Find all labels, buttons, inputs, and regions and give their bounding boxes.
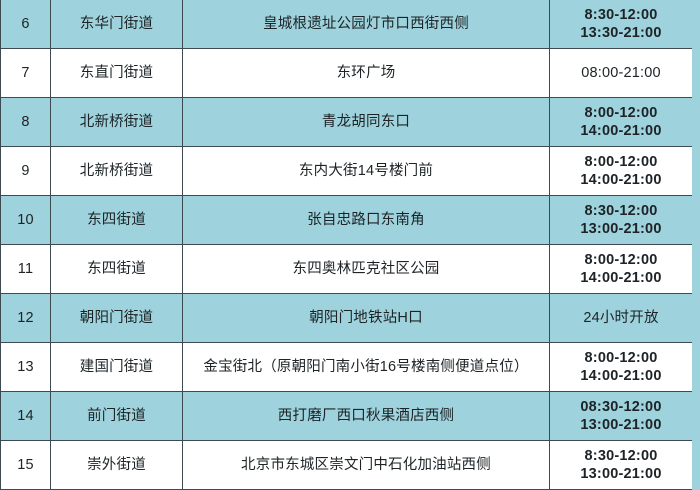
page-right-edge-strip bbox=[692, 0, 700, 490]
row-hours-cell: 8:00-12:00 14:00-21:00 bbox=[549, 146, 693, 196]
row-address-cell: 皇城根遗址公园灯市口西街西侧 bbox=[182, 0, 550, 49]
table-row: 14 前门街道 西打磨厂西口秋果酒店西侧 08:30-12:00 13:00-21:0… bbox=[0, 391, 693, 441]
row-hours-cell: 08:30-12:00 13:00-21:00 bbox=[549, 391, 693, 441]
table-row: 8 北新桥街道 青龙胡同东口 8:00-12:00 14:00-21:00 bbox=[0, 97, 693, 147]
table-row: 9 北新桥街道 东内大街14号楼门前 8:00-12:00 14:00-21:00 bbox=[0, 146, 693, 196]
row-hours-cell: 8:00-12:00 14:00-21:00 bbox=[549, 244, 693, 294]
table-row: 6 东华门街道 皇城根遗址公园灯市口西街西侧 8:30-12:00 13:30-21:… bbox=[0, 0, 693, 49]
row-hours-cell: 8:30-12:00 13:00-21:00 bbox=[549, 440, 693, 490]
row-index-cell: 13 bbox=[0, 342, 51, 392]
table-row: 7 东直门街道 东环广场 08:00-21:00 bbox=[0, 48, 693, 98]
row-index-cell: 10 bbox=[0, 195, 51, 245]
row-street-cell: 前门街道 bbox=[50, 391, 183, 441]
table-row: 13 建国门街道 金宝街北（原朝阳门南小街16号楼南侧便道点位） 8:00-12:00… bbox=[0, 342, 693, 392]
row-index-cell: 9 bbox=[0, 146, 51, 196]
row-index-cell: 7 bbox=[0, 48, 51, 98]
row-index-cell: 6 bbox=[0, 0, 51, 49]
row-index-cell: 11 bbox=[0, 244, 51, 294]
row-hours-cell: 8:00-12:00 14:00-21:00 bbox=[549, 342, 693, 392]
row-street-cell: 东四街道 bbox=[50, 244, 183, 294]
row-address-cell: 朝阳门地铁站H口 bbox=[182, 293, 550, 343]
row-index-cell: 15 bbox=[0, 440, 51, 490]
row-street-cell: 东直门街道 bbox=[50, 48, 183, 98]
row-hours-cell: 8:30-12:00 13:00-21:00 bbox=[549, 195, 693, 245]
row-index-cell: 8 bbox=[0, 97, 51, 147]
row-street-cell: 崇外街道 bbox=[50, 440, 183, 490]
table-row: 12 朝阳门街道 朝阳门地铁站H口 24小时开放 bbox=[0, 293, 693, 343]
row-address-cell: 青龙胡同东口 bbox=[182, 97, 550, 147]
row-street-cell: 建国门街道 bbox=[50, 342, 183, 392]
row-hours-cell: 8:30-12:00 13:30-21:00 bbox=[549, 0, 693, 49]
table-row: 10 东四街道 张自忠路口东南角 8:30-12:00 13:00-21:00 bbox=[0, 195, 693, 245]
row-hours-cell: 24小时开放 bbox=[549, 293, 693, 343]
row-address-cell: 金宝街北（原朝阳门南小街16号楼南侧便道点位） bbox=[182, 342, 550, 392]
row-address-cell: 东内大街14号楼门前 bbox=[182, 146, 550, 196]
row-address-cell: 东四奥林匹克社区公园 bbox=[182, 244, 550, 294]
row-index-cell: 12 bbox=[0, 293, 51, 343]
row-address-cell: 东环广场 bbox=[182, 48, 550, 98]
row-street-cell: 朝阳门街道 bbox=[50, 293, 183, 343]
row-street-cell: 东四街道 bbox=[50, 195, 183, 245]
row-address-cell: 张自忠路口东南角 bbox=[182, 195, 550, 245]
row-address-cell: 北京市东城区崇文门中石化加油站西侧 bbox=[182, 440, 550, 490]
row-street-cell: 东华门街道 bbox=[50, 0, 183, 49]
row-hours-cell: 08:00-21:00 bbox=[549, 48, 693, 98]
row-street-cell: 北新桥街道 bbox=[50, 146, 183, 196]
table-row: 11 东四街道 东四奥林匹克社区公园 8:00-12:00 14:00-21:00 bbox=[0, 244, 693, 294]
row-hours-cell: 8:00-12:00 14:00-21:00 bbox=[549, 97, 693, 147]
row-street-cell: 北新桥街道 bbox=[50, 97, 183, 147]
row-address-cell: 西打磨厂西口秋果酒店西侧 bbox=[182, 391, 550, 441]
table-row: 15 崇外街道 北京市东城区崇文门中石化加油站西侧 8:30-12:00 13:00-… bbox=[0, 440, 693, 490]
row-index-cell: 14 bbox=[0, 391, 51, 441]
